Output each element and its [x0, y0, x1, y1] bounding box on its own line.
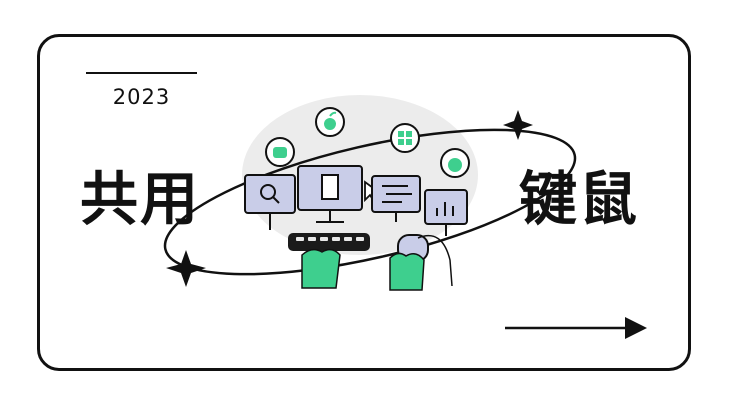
- orbit-ring: [163, 128, 577, 276]
- apple-icon: [315, 107, 345, 137]
- monitor-document: [297, 165, 363, 223]
- shared-keyboard-mouse-illustration: [163, 95, 577, 291]
- sparkle-star-icon: [503, 110, 533, 140]
- monitor-search: [244, 174, 296, 230]
- title-left: 共用: [80, 165, 201, 233]
- sparkle-star-icon: [166, 250, 206, 287]
- hand-left-icon: [301, 248, 341, 289]
- monitor-chart: [424, 189, 468, 236]
- raspberry-pi-icon: [440, 148, 470, 178]
- year-label: 2023: [112, 85, 171, 109]
- windows-icon: [390, 123, 420, 153]
- banner-card: [37, 34, 691, 371]
- year-rule: [86, 72, 197, 74]
- arrow-right-icon: [505, 317, 647, 339]
- keyboard-icon: [288, 233, 370, 251]
- mouse-cable: [417, 234, 453, 287]
- android-icon: [265, 137, 295, 167]
- monitor-code: [371, 175, 421, 222]
- hand-right-icon: [389, 252, 425, 291]
